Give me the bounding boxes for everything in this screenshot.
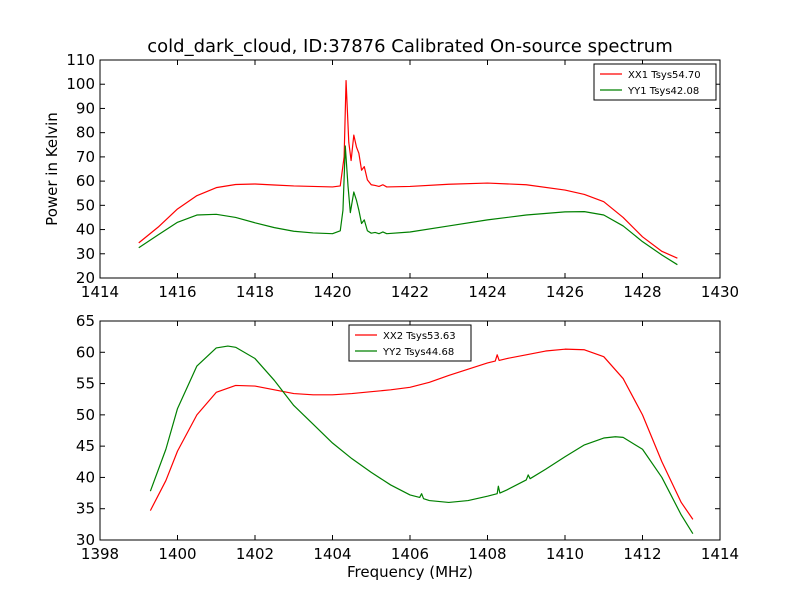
- bottom-plot-series: [149, 345, 694, 535]
- top-plot-legend-label-yy1: YY1 Tsys42.08: [627, 86, 699, 97]
- top-plot-x-tick-label-1428: 1428: [623, 283, 661, 301]
- bottom-plot-y-tick-label-65: 65: [76, 312, 95, 330]
- bottom-plot-x-tick-label-1402: 1402: [236, 545, 274, 563]
- top-plot: 1414 1416 1418 1420 1422 1424 1426 1428 1430 20 30…: [43, 36, 739, 301]
- bottom-plot-ticks: 1398 1400 1402 1404 1406 1408 1410 1412 1414 30 35…: [76, 312, 739, 563]
- bottom-plot: 1398 1400 1402 1404 1406 1408 1410 1412 1414 30 35…: [76, 312, 739, 581]
- bottom-plot-y-tick-label-35: 35: [76, 500, 95, 518]
- bottom-plot-x-tick-label-1404: 1404: [313, 545, 351, 563]
- top-plot-y-tick-label-60: 60: [76, 172, 95, 190]
- top-plot-legend-box: [593, 63, 717, 101]
- bottom-plot-x-tick-label-1412: 1412: [623, 545, 661, 563]
- top-plot-x-tick-label-1422: 1422: [391, 283, 429, 301]
- top-plot-x-tick-label-1420: 1420: [313, 283, 351, 301]
- bottom-plot-x-tick-label-1414: 1414: [701, 545, 739, 563]
- bottom-plot-legend-box: [348, 324, 472, 362]
- top-plot-y-tick-label-70: 70: [76, 148, 95, 166]
- bottom-plot-legend-label-yy2: YY2 Tsys44.68: [382, 347, 454, 358]
- top-plot-y-tick-label-100: 100: [66, 75, 95, 93]
- top-plot-y-axis-label: Power in Kelvin: [43, 112, 61, 226]
- top-plot-ticks: 1414 1416 1418 1420 1422 1424 1426 1428 1430 20 30…: [66, 51, 739, 301]
- top-plot-x-tick-label-1426: 1426: [546, 283, 584, 301]
- bottom-plot-legend: XX2 Tsys53.63 YY2 Tsys44.68: [348, 324, 472, 362]
- bottom-plot-y-tick-label-45: 45: [76, 437, 95, 455]
- top-plot-y-tick-label-90: 90: [76, 99, 95, 117]
- top-plot-y-tick-label-110: 110: [66, 51, 95, 69]
- bottom-plot-series-xx2-line: [149, 348, 694, 520]
- top-plot-x-tick-label-1414: 1414: [81, 283, 119, 301]
- bottom-plot-y-tick-label-50: 50: [76, 406, 95, 424]
- bottom-plot-y-tick-label-30: 30: [76, 531, 95, 549]
- top-plot-x-tick-label-1416: 1416: [158, 283, 196, 301]
- bottom-plot-x-tick-label-1410: 1410: [546, 545, 584, 563]
- top-plot-series-xx1-line: [138, 79, 678, 259]
- top-plot-y-tick-label-50: 50: [76, 196, 95, 214]
- top-plot-legend: XX1 Tsys54.70 YY1 Tsys42.08: [593, 63, 717, 101]
- bottom-plot-y-tick-label-40: 40: [76, 468, 95, 486]
- top-plot-y-tick-label-40: 40: [76, 221, 95, 239]
- bottom-plot-x-tick-label-1398: 1398: [81, 545, 119, 563]
- bottom-plot-legend-label-xx2: XX2 Tsys53.63: [383, 331, 456, 342]
- top-plot-y-tick-label-80: 80: [76, 124, 95, 142]
- bottom-plot-series-yy2-line: [149, 345, 694, 535]
- bottom-plot-x-tick-label-1406: 1406: [391, 545, 429, 563]
- top-plot-title: cold_dark_cloud, ID:37876 Calibrated On-…: [147, 36, 673, 57]
- top-plot-x-tick-label-1418: 1418: [236, 283, 274, 301]
- top-plot-series-yy1-line: [138, 145, 678, 266]
- bottom-plot-x-tick-label-1400: 1400: [158, 545, 196, 563]
- bottom-plot-x-tick-label-1408: 1408: [468, 545, 506, 563]
- top-plot-y-tick-label-20: 20: [76, 269, 95, 287]
- bottom-plot-x-axis-label: Frequency (MHz): [347, 563, 473, 581]
- top-plot-x-tick-label-1430: 1430: [701, 283, 739, 301]
- bottom-plot-y-tick-label-55: 55: [76, 375, 95, 393]
- top-plot-series: [138, 79, 678, 266]
- top-plot-legend-label-xx1: XX1 Tsys54.70: [628, 70, 701, 81]
- top-plot-x-tick-label-1424: 1424: [468, 283, 506, 301]
- bottom-plot-y-tick-label-60: 60: [76, 343, 95, 361]
- top-plot-y-tick-label-30: 30: [76, 245, 95, 263]
